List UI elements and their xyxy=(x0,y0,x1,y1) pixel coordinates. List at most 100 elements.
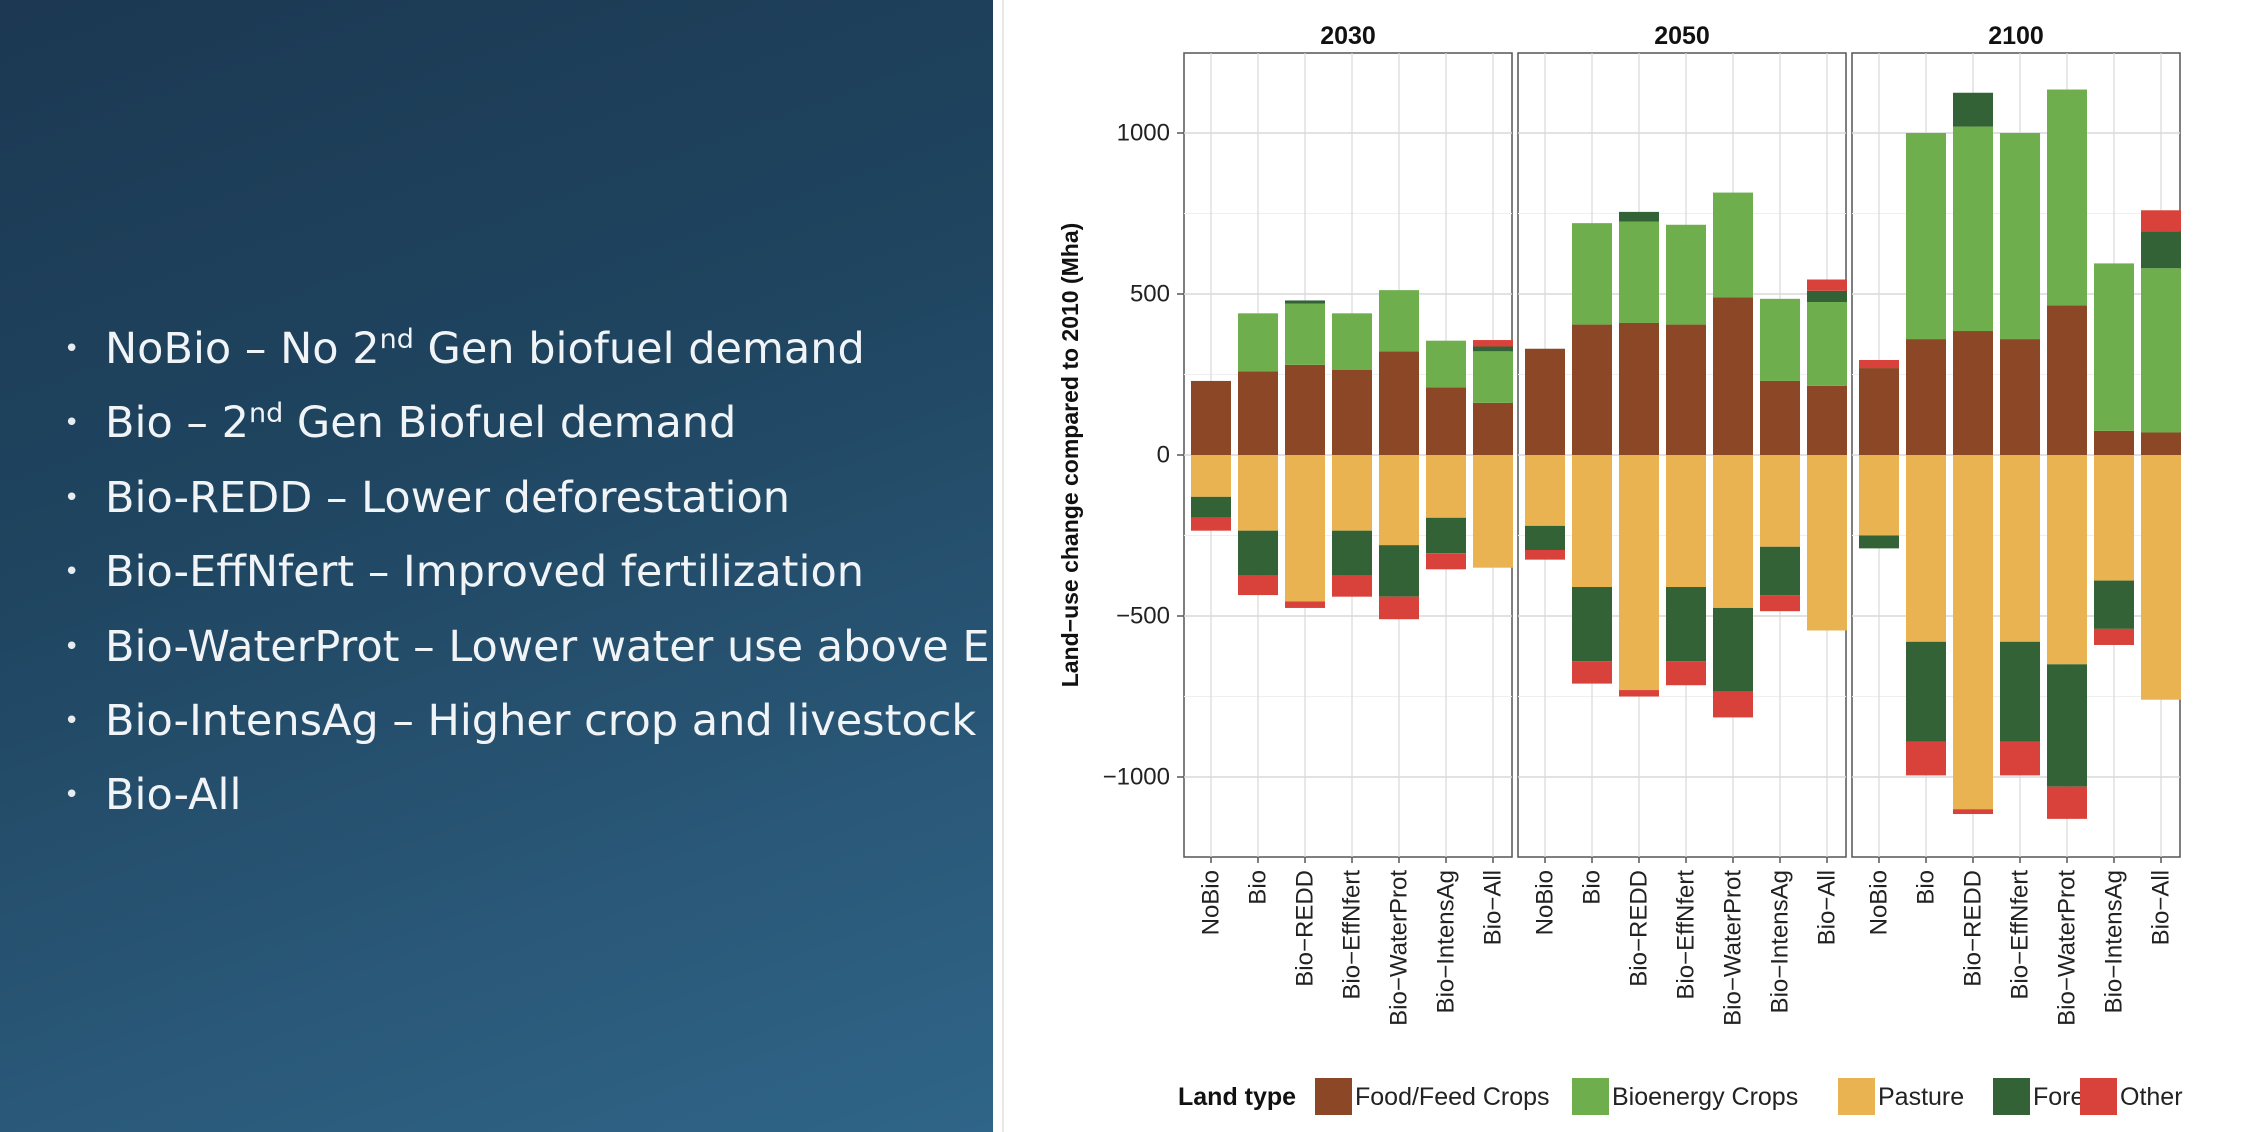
legend-label: Food/Feed Crops xyxy=(1355,1083,1550,1111)
bar-segment xyxy=(1859,535,1899,549)
x-tick-label: Bio−WaterProt xyxy=(1386,870,1413,1026)
legend-swatch xyxy=(1315,1078,1352,1115)
y-tick-label: 1000 xyxy=(1117,120,1170,147)
bar-segment xyxy=(1191,380,1231,455)
bar-segment xyxy=(1285,300,1325,304)
bar-segment xyxy=(2141,210,2181,232)
bullet-scenario: Bio-IntensAg xyxy=(105,695,379,746)
bar-segment xyxy=(1953,809,1993,815)
bar-segment xyxy=(1473,351,1513,403)
bar-segment xyxy=(1332,313,1372,370)
bar-segment xyxy=(1906,641,1946,742)
bar-segment xyxy=(1807,385,1847,455)
bar-segment xyxy=(1285,455,1325,602)
bar-segment xyxy=(1379,290,1419,352)
bar-segment xyxy=(1332,369,1372,455)
legend-label: Pasture xyxy=(1878,1083,1964,1111)
bar-segment xyxy=(1906,741,1946,776)
bar-segment xyxy=(1285,601,1325,608)
bar-segment xyxy=(1285,364,1325,455)
bar-segment xyxy=(1572,661,1612,684)
bar-segment xyxy=(1953,126,1993,332)
bar-segment xyxy=(1525,525,1565,550)
bar-segment xyxy=(1713,607,1753,692)
x-tick-label: NoBio xyxy=(1532,870,1559,935)
bullet-dot-icon: • xyxy=(64,705,80,736)
x-tick-label: Bio−EffNfert xyxy=(1673,870,1700,1000)
bar-segment xyxy=(2094,628,2134,645)
x-tick-label: Bio−REDD xyxy=(1626,870,1653,987)
bar-segment xyxy=(1619,211,1659,222)
bullet-scenario: Bio-WaterProt xyxy=(105,621,400,672)
bullet-superscript: nd xyxy=(248,398,284,430)
bar-segment xyxy=(1238,313,1278,372)
bar-segment xyxy=(1666,455,1706,588)
bar-segment xyxy=(1191,517,1231,531)
y-tick-label: 500 xyxy=(1130,281,1170,308)
bar-segment xyxy=(1285,303,1325,365)
bar-segment xyxy=(1525,348,1565,455)
x-tick-label: Bio−REDD xyxy=(1292,870,1319,987)
legend-swatch xyxy=(1572,1078,1609,1115)
facet-title: 2030 xyxy=(1320,22,1376,50)
bar-segment xyxy=(1953,455,1993,810)
bullet-dot-icon: • xyxy=(64,334,80,364)
bar-segment xyxy=(1906,133,1946,340)
bar-segment xyxy=(1473,346,1513,352)
facet-title: 2050 xyxy=(1654,22,1710,50)
bar-segment xyxy=(1713,455,1753,608)
bar-segment xyxy=(1807,279,1847,291)
x-tick-label: NoBio xyxy=(1866,870,1893,935)
bar-segment xyxy=(1619,221,1659,323)
bar-segment xyxy=(2047,664,2087,787)
bar-segment xyxy=(1191,496,1231,518)
bullet-description: – Lower water use above EF xyxy=(399,621,993,672)
bar-segment xyxy=(1525,549,1565,560)
bullet-item: • Bio – 2nd Gen Biofuel demand xyxy=(60,386,993,460)
bullet-description: – Lower deforestation xyxy=(312,472,791,523)
bullet-description: – Higher crop and livestock prod xyxy=(392,695,993,746)
bar-segment xyxy=(1906,455,1946,642)
y-tick-label: −500 xyxy=(1116,603,1170,630)
bar-segment xyxy=(1572,223,1612,325)
bar-segment xyxy=(1859,455,1899,536)
bar-segment xyxy=(2141,231,2181,269)
bar-segment xyxy=(2094,263,2134,431)
slide-divider xyxy=(1002,0,1004,1132)
y-axis-label: Land−use change compared to 2010 (Mha) xyxy=(1057,223,1083,688)
bullet-description: – No 2 xyxy=(231,324,380,374)
x-tick-label: Bio−IntensAg xyxy=(2101,870,2128,1013)
bullet-dot-icon: • xyxy=(64,780,80,811)
bullet-dot-icon: • xyxy=(64,482,80,513)
x-tick-label: NoBio xyxy=(1198,870,1225,935)
bar-segment xyxy=(1859,360,1899,369)
x-tick-label: Bio−WaterProt xyxy=(1720,870,1747,1026)
bullet-superscript: nd xyxy=(379,324,414,355)
bar-segment xyxy=(1619,690,1659,697)
bar-segment xyxy=(2141,268,2181,433)
bar-segment xyxy=(2000,133,2040,340)
bullet-item: • NoBio – No 2nd Gen biofuel demand xyxy=(60,312,993,386)
bar-segment xyxy=(1572,455,1612,588)
bullet-description: – 2 xyxy=(172,398,249,449)
bar-segment xyxy=(1953,92,1993,127)
x-tick-label: Bio xyxy=(1579,870,1606,905)
bar-segment xyxy=(1426,517,1466,554)
legend-title: Land type xyxy=(1178,1083,1296,1111)
bar-segment xyxy=(1807,290,1847,303)
legend-swatch xyxy=(1838,1078,1875,1115)
x-tick-label: Bio−IntensAg xyxy=(1433,870,1460,1013)
bullet-scenario: Bio-REDD xyxy=(105,472,313,523)
bar-segment xyxy=(1572,587,1612,662)
bar-segment xyxy=(1760,595,1800,612)
x-tick-label: Bio−All xyxy=(2148,870,2175,945)
bar-segment xyxy=(2141,432,2181,455)
x-tick-label: Bio−All xyxy=(1814,870,1841,945)
bullet-description-rest: Gen biofuel demand xyxy=(413,324,865,374)
bullet-scenario: Bio xyxy=(105,398,173,449)
bar-segment xyxy=(2047,89,2087,306)
bar-segment xyxy=(1760,298,1800,381)
bar-segment xyxy=(1379,596,1419,620)
x-tick-label: Bio−WaterProt xyxy=(2054,870,2081,1026)
bar-segment xyxy=(1473,402,1513,455)
